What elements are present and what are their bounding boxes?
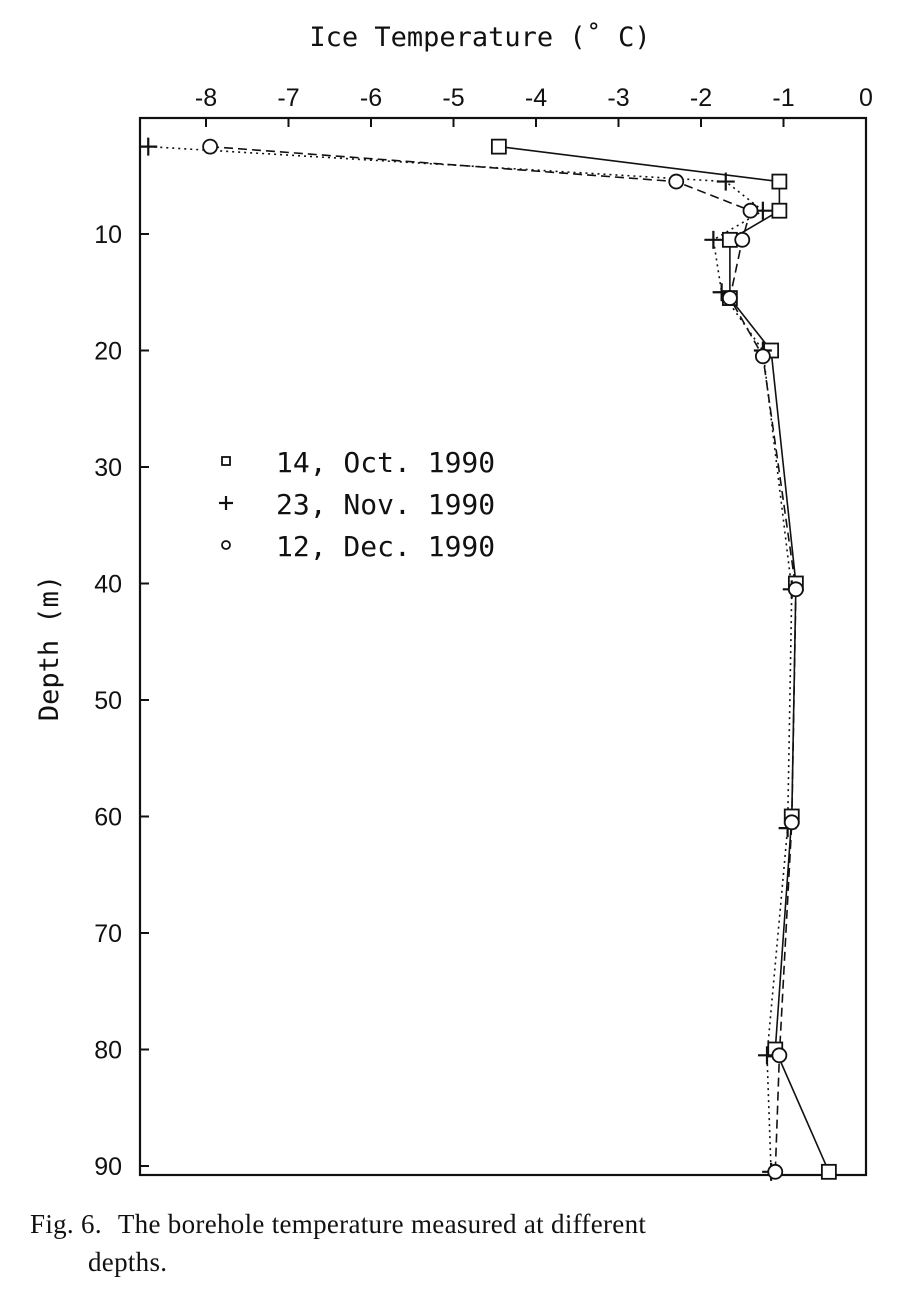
y-tick-label: 40	[94, 571, 122, 599]
series-markers-group	[139, 137, 837, 1181]
plus-marker	[219, 496, 233, 510]
y-tick-label: 30	[94, 454, 122, 482]
y-tick-label: 10	[94, 221, 122, 249]
circle-marker	[221, 540, 231, 550]
plot-frame	[138, 116, 868, 1177]
y-tick-label: 20	[94, 338, 122, 366]
y-tick-label: 80	[94, 1037, 122, 1065]
circle-marker	[783, 814, 800, 831]
circle-marker	[734, 231, 751, 248]
x-tick-label: 0	[859, 84, 873, 112]
circle-marker	[668, 173, 685, 190]
legend-label: 23, Nov. 1990	[276, 488, 495, 521]
caption-text-line-2: depths.	[88, 1247, 168, 1277]
figure-caption: Fig. 6. The borehole temperature measured…	[30, 1205, 870, 1281]
x-axis-title: Ice Temperature (˚ C)	[309, 22, 650, 53]
square-marker	[771, 202, 788, 219]
axis-ticks-group: -8 -7 -6 -5 -4 -3 -2 -1 0 10 20 30 40 50 60 70 80 90	[94, 84, 873, 1181]
legend-label: 14, Oct. 1990	[276, 446, 495, 479]
circle-marker	[754, 348, 771, 365]
square-marker	[820, 1163, 837, 1180]
x-tick-label: -6	[360, 84, 382, 112]
x-tick-label: -2	[690, 84, 712, 112]
circle-marker	[787, 581, 804, 598]
x-tick-label: -1	[772, 84, 794, 112]
circle-marker	[742, 202, 759, 219]
y-axis-title: Depth (m)	[34, 575, 65, 721]
circle-marker	[202, 138, 219, 155]
plot-frame-group	[138, 116, 868, 1177]
y-tick-label: 90	[94, 1153, 122, 1181]
plus-marker	[716, 172, 735, 191]
y-tick-label: 70	[94, 920, 122, 948]
caption-text-line-1: The borehole temperature measured at dif…	[117, 1209, 647, 1239]
circle-marker	[767, 1163, 784, 1180]
caption-number: Fig. 6.	[30, 1209, 102, 1239]
x-tick-label: -3	[607, 84, 629, 112]
legend: 14, Oct. 1990 23, Nov. 1990 12, Dec. 1990	[219, 446, 495, 563]
x-tick-label: -4	[525, 84, 547, 112]
borehole-temperature-chart: Ice Temperature (˚ C) Depth (m) -8 -7 -6 -5…	[34, 22, 873, 1181]
circle-marker	[771, 1047, 788, 1064]
x-tick-label: -5	[442, 84, 464, 112]
legend-label: 12, Dec. 1990	[276, 530, 495, 563]
square-marker	[771, 173, 788, 190]
circle-marker	[721, 290, 738, 306]
square-marker	[490, 138, 507, 155]
series-lines-group	[148, 145, 830, 1173]
square-marker	[221, 456, 231, 466]
y-tick-label: 50	[94, 687, 122, 715]
x-tick-label: -8	[195, 84, 217, 112]
y-tick-label: 60	[94, 804, 122, 832]
series-line-3	[210, 145, 797, 1172]
plus-marker	[139, 137, 158, 156]
series-line-2	[148, 145, 793, 1172]
plus-marker	[704, 230, 723, 249]
x-tick-label: -7	[277, 84, 299, 112]
series-line-1	[498, 145, 830, 1173]
